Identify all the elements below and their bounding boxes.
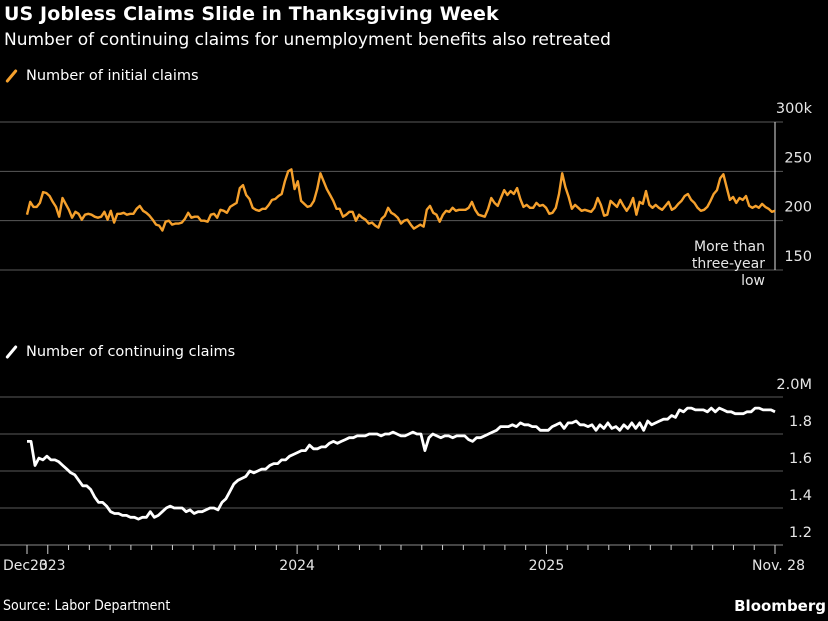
x-tick-label: 2025: [529, 558, 565, 574]
source-note: Source: Labor Department: [3, 598, 171, 614]
continuing-claims-line: [27, 406, 776, 521]
annotation-line: More than: [694, 239, 765, 255]
initial-claims-line: [25, 168, 776, 232]
y-tick-label: 1.6: [789, 451, 812, 467]
x-tick-label: 2024: [279, 558, 315, 574]
continuing-claims-y-axis: 1.2 1.4 1.6 1.8 2.0M: [776, 377, 812, 541]
annotation-line: low: [741, 273, 765, 289]
y-tick-label: 250: [784, 150, 812, 166]
chart-subtitle: Number of continuing claims for unemploy…: [4, 30, 611, 50]
legend-initial-claims-label: Number of initial claims: [26, 68, 199, 84]
y-tick-label: 2.0M: [776, 377, 812, 393]
x-tick-label: Nov. 28: [752, 558, 805, 574]
initial-claims-gridlines: [0, 121, 783, 271]
annotation-line: three-year: [692, 256, 765, 272]
chart-title: US Jobless Claims Slide in Thanksgiving …: [4, 3, 499, 25]
initial-claims-y-axis: 150 200 250 300k: [776, 101, 813, 265]
x-tick-label: 2023: [30, 558, 66, 574]
legend-initial-claims: Number of initial claims: [4, 68, 199, 84]
legend-continuing-claims: Number of continuing claims: [4, 344, 235, 360]
y-tick-label: 1.4: [789, 488, 812, 504]
y-tick-label: 1.8: [789, 414, 812, 430]
y-tick-label: 300k: [776, 101, 813, 117]
y-tick-label: 150: [784, 249, 812, 265]
legend-continuing-claims-label: Number of continuing claims: [26, 344, 236, 360]
y-tick-label: 200: [784, 200, 812, 216]
y-tick-label: 1.2: [789, 525, 812, 541]
bloomberg-logo: Bloomberg: [734, 597, 826, 615]
x-tick-label: Dec. 3: [3, 558, 48, 574]
